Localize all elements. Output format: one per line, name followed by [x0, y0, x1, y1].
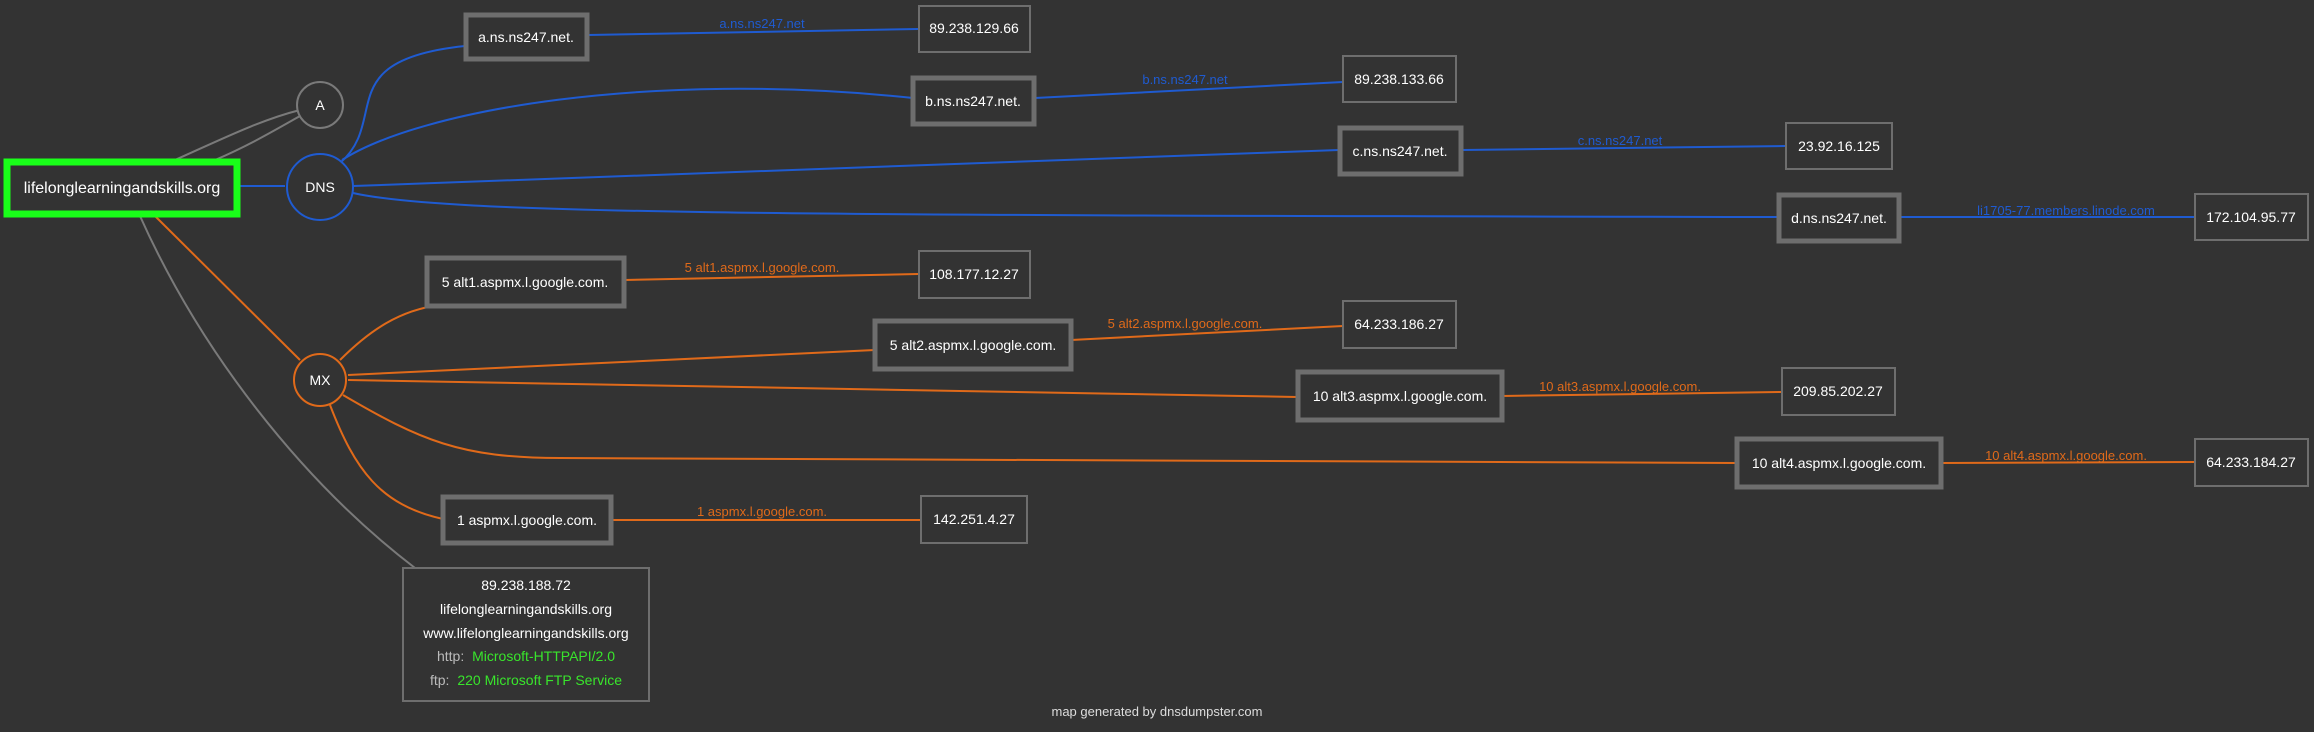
ns-ip-node[interactable]: 89.238.129.66: [918, 5, 1031, 53]
edge-alt1-ip: [623, 273, 919, 281]
banner-value: 220 Microsoft FTP Service: [457, 672, 622, 688]
ptr-label-mx1: 5 alt1.aspmx.l.google.com.: [685, 260, 840, 275]
ns-ip-node[interactable]: 23.92.16.125: [1785, 122, 1893, 170]
edge-root-a-record: [139, 215, 416, 569]
mx-host-label: 5 alt2.aspmx.l.google.com.: [890, 337, 1057, 353]
edge-b-ns-ip: [1034, 81, 1344, 99]
edge-alt3-ip: [1501, 391, 1783, 397]
edge-c-ns-ip: [1461, 145, 1786, 151]
footer-credit: map generated by dnsdumpster.com: [1051, 704, 1262, 719]
mx-ip-node[interactable]: 64.233.186.27: [1342, 300, 1457, 349]
mx-host-node[interactable]: 5 alt1.aspmx.l.google.com.: [424, 255, 627, 309]
mx-host-label: 1 aspmx.l.google.com.: [457, 512, 597, 528]
ns-host-label: b.ns.ns247.net.: [925, 93, 1021, 109]
ptr-label-ns2: b.ns.ns247.net: [1142, 72, 1228, 87]
root-node[interactable]: lifelonglearningandskills.org: [3, 158, 241, 218]
mx-ip-node[interactable]: 142.251.4.27: [920, 495, 1028, 544]
ptr-label-mx2: 5 alt2.aspmx.l.google.com.: [1108, 316, 1263, 331]
ns-host-node[interactable]: b.ns.ns247.net.: [910, 75, 1037, 127]
hub-a[interactable]: A: [296, 81, 344, 129]
mx-ip-label: 108.177.12.27: [929, 266, 1019, 282]
edge-root-mx: [154, 215, 301, 361]
ns-host-node[interactable]: a.ns.ns247.net.: [463, 12, 590, 62]
mx-host-label: 10 alt4.aspmx.l.google.com.: [1752, 455, 1926, 471]
mx-ip-label: 142.251.4.27: [933, 511, 1015, 527]
ptr-label-ns1: a.ns.ns247.net: [719, 16, 805, 31]
a-record-hostname: www.lifelonglearningandskills.org: [422, 625, 628, 641]
edge-root-a: [174, 109, 301, 161]
root-domain-label: lifelonglearningandskills.org: [24, 180, 221, 197]
banner-service-label: http:: [437, 648, 464, 664]
ns-ip-node[interactable]: 89.238.133.66: [1342, 55, 1457, 103]
edge-alt4-ip: [1940, 461, 2196, 464]
mx-ip-node[interactable]: 108.177.12.27: [918, 250, 1031, 299]
banner-value: Microsoft-HTTPAPI/2.0: [472, 648, 615, 664]
a-record-banner-http: http: Microsoft-HTTPAPI/2.0: [437, 648, 615, 664]
edge-mx-aspmx: [329, 404, 444, 520]
ns-ip-label: 23.92.16.125: [1798, 138, 1880, 154]
hub-dns[interactable]: DNS: [286, 153, 354, 221]
mx-host-node[interactable]: 10 alt3.aspmx.l.google.com.: [1295, 369, 1505, 423]
ns-host-node[interactable]: d.ns.ns247.net.: [1776, 192, 1902, 244]
ns-host-label: c.ns.ns247.net.: [1353, 143, 1448, 159]
mx-host-node[interactable]: 5 alt2.aspmx.l.google.com.: [872, 318, 1074, 372]
mx-ip-node[interactable]: 64.233.184.27: [2194, 438, 2309, 487]
hub-mx-label: MX: [310, 372, 332, 388]
edge-dns-c-ns: [352, 149, 1340, 187]
banner-service-label: ftp:: [430, 672, 449, 688]
edge-alt2-ip: [1070, 325, 1344, 341]
hub-dns-label: DNS: [305, 179, 335, 195]
ptr-label-mx5: 1 aspmx.l.google.com.: [697, 504, 827, 519]
mx-ip-label: 64.233.184.27: [2206, 454, 2296, 470]
edge-a-ns-ip: [587, 28, 919, 36]
edge-dns-a-ns: [339, 45, 466, 164]
edge-dns-b-ns: [341, 87, 914, 161]
hub-a-label: A: [315, 97, 325, 113]
edge-mx-alt4: [342, 394, 1738, 464]
mx-ip-node[interactable]: 209.85.202.27: [1781, 367, 1896, 416]
mx-ip-label: 64.233.186.27: [1354, 316, 1444, 332]
edge-dns-d-ns: [352, 192, 1778, 218]
ns-ip-label: 89.238.129.66: [929, 20, 1019, 36]
ptr-label-mx3: 10 alt3.aspmx.l.google.com.: [1539, 379, 1701, 394]
ns-ip-label: 89.238.133.66: [1354, 71, 1444, 87]
a-record-box[interactable]: 89.238.188.72 lifelonglearningandskills.…: [402, 567, 650, 702]
a-record-ip: 89.238.188.72: [481, 577, 571, 593]
ptr-label-ns4: li1705-77.members.linode.com: [1977, 203, 2155, 218]
ns-ip-node[interactable]: 172.104.95.77: [2194, 193, 2309, 241]
mx-host-label: 5 alt1.aspmx.l.google.com.: [442, 274, 609, 290]
ns-ip-label: 172.104.95.77: [2206, 209, 2296, 225]
mx-host-node[interactable]: 10 alt4.aspmx.l.google.com.: [1734, 436, 1944, 490]
mx-host-node[interactable]: 1 aspmx.l.google.com.: [440, 494, 614, 546]
a-record-banner-ftp: ftp: 220 Microsoft FTP Service: [430, 672, 622, 688]
ns-host-node[interactable]: c.ns.ns247.net.: [1337, 125, 1464, 177]
mx-host-label: 10 alt3.aspmx.l.google.com.: [1313, 388, 1487, 404]
ns-host-label: d.ns.ns247.net.: [1791, 210, 1887, 226]
edge-mx-alt3: [347, 379, 1298, 398]
ns-host-label: a.ns.ns247.net.: [478, 29, 574, 45]
a-record-hostname: lifelonglearningandskills.org: [440, 601, 612, 617]
mx-ip-label: 209.85.202.27: [1793, 383, 1883, 399]
edge-root-a-2: [214, 115, 301, 161]
ptr-label-mx4: 10 alt4.aspmx.l.google.com.: [1985, 448, 2147, 463]
edge-mx-alt2: [347, 349, 876, 376]
hub-mx[interactable]: MX: [293, 353, 347, 407]
ptr-label-ns3: c.ns.ns247.net: [1578, 133, 1663, 148]
